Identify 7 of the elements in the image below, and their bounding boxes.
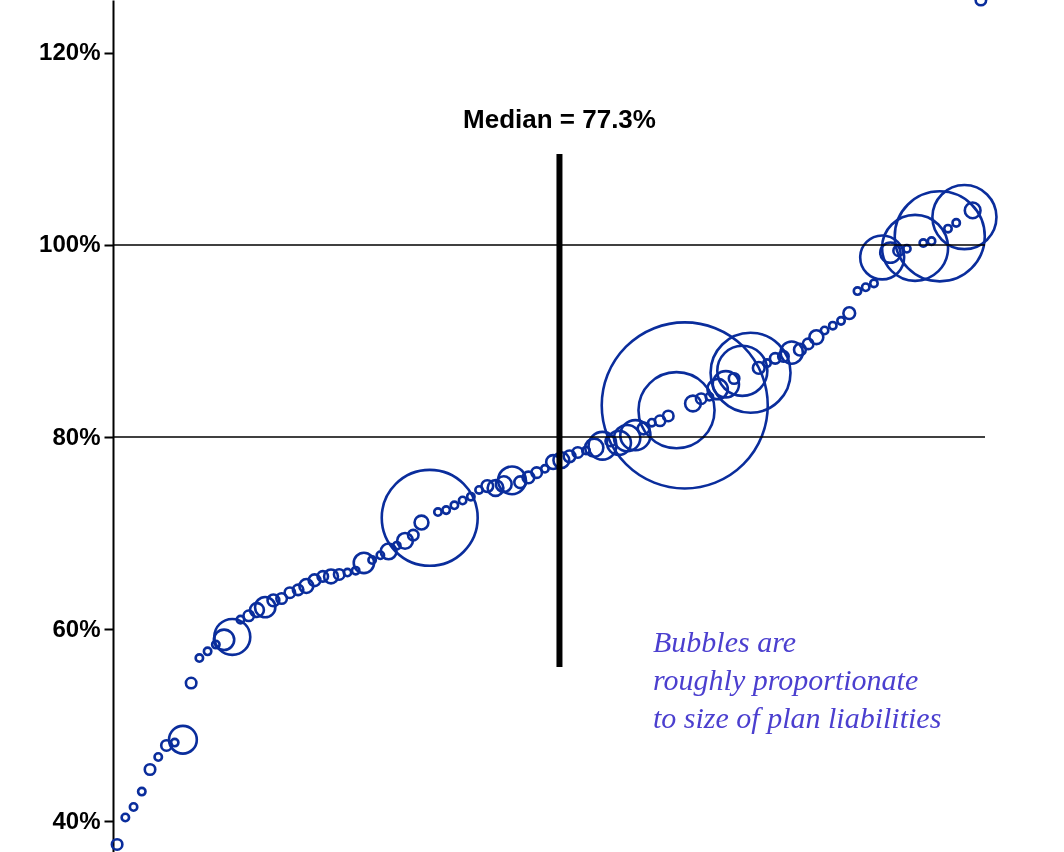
- y-tick-label: 80%: [52, 422, 101, 450]
- annotation: Bubbles are roughly proportionate to size of plan liabilities: [653, 625, 942, 735]
- y-tick-label: 40%: [52, 806, 101, 834]
- y-tick-label: 60%: [52, 614, 101, 642]
- y-tick-label: 100%: [39, 230, 101, 258]
- annotation: Median = 77.3%: [463, 103, 656, 134]
- y-tick-label: 120%: [39, 38, 101, 66]
